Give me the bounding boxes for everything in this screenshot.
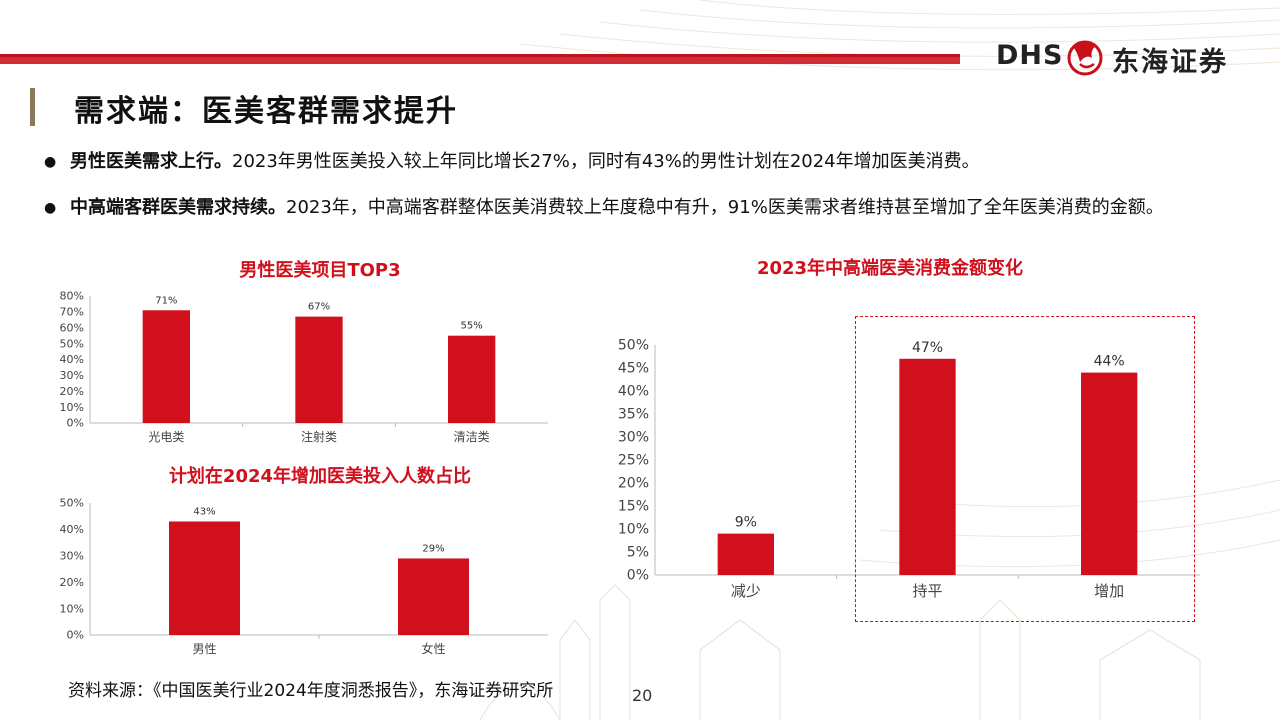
data-label: 55% [461,321,483,332]
chart-title-plan-2024: 计划在2024年增加医美投入人数占比 [168,466,472,487]
title-accent-bar [30,88,35,126]
bullet-text: 2023年男性医美投入较上年同比增长27%，同时有43%的男性计划在2024年增… [232,151,980,172]
bar [717,533,774,575]
category-label: 减少 [731,582,761,600]
y-tick-label: 50% [60,337,84,350]
y-tick-label: 10% [618,522,649,538]
chart-title-male-top3: 男性医美项目TOP3 [239,260,401,281]
category-label: 持平 [912,582,942,600]
highlight-dashed-box [855,316,1195,622]
bar [398,558,469,635]
data-label: 43% [193,506,215,517]
chart-plan-2024: 0% 10% 20% 30% 40% 50% 43% 男性 29% 女性 [60,497,548,656]
y-tick-label: 20% [60,576,84,589]
data-label: 71% [155,295,177,306]
y-tick-label: 60% [60,321,84,334]
bar [1081,372,1138,575]
category-label: 女性 [421,641,445,656]
y-tick-label: 30% [618,430,649,446]
y-tick-label: 0% [627,568,649,584]
page-title: 需求端：医美客群需求提升 [74,94,458,129]
bar [448,335,496,423]
bar [169,521,240,635]
y-tick-label: 0% [67,417,84,430]
logo-dragon-icon [1067,40,1103,76]
y-tick-label: 50% [60,497,84,510]
source-note: 资料来源：《中国医美行业2024年度洞悉报告》，东海证券研究所 [68,681,554,701]
y-tick-label: 10% [60,401,84,414]
y-tick-label: 45% [618,361,649,377]
bullet-dot-icon: ● [44,154,57,170]
logo-chinese: 东海证券 [1112,47,1228,78]
header-red-bar [0,54,960,64]
y-tick-label: 30% [60,369,84,382]
data-label: 67% [308,302,330,313]
category-label: 增加 [1094,582,1124,600]
y-tick-label: 40% [60,523,84,536]
category-label: 清洁类 [454,430,490,444]
y-tick-label: 15% [618,499,649,515]
data-label: 47% [912,340,943,356]
page-number: 20 [632,686,653,705]
y-tick-label: 20% [618,476,649,492]
data-label: 44% [1094,354,1125,370]
chart-consumption-change: 0% 5% 10% 15% 20% 25% 30% 35% 40% 45% 50% 9% 减少 47% 持平… [618,338,1200,600]
y-tick-label: 25% [618,453,649,469]
bullet-heading: 男性医美需求上行。 [70,151,232,172]
y-tick-label: 0% [67,629,84,642]
category-label: 注射类 [301,429,337,444]
bullet-heading: 中高端客群医美需求持续。 [70,197,286,218]
bar [295,316,343,423]
y-tick-label: 30% [60,549,84,562]
bullet-text: 2023年，中高端客群整体医美消费较上年度稳中有升，91%医美需求者维持甚至增加… [286,197,1164,218]
y-tick-label: 40% [60,353,84,366]
y-tick-label: 10% [60,602,84,615]
y-tick-label: 35% [618,407,649,423]
category-label: 光电类 [148,430,184,444]
y-tick-label: 20% [60,385,84,398]
bar [142,310,190,423]
logo-dhs: DHS [996,40,1064,71]
category-label: 男性 [192,642,216,656]
y-tick-label: 80% [60,290,84,303]
bullet-dot-icon: ● [44,200,57,216]
data-label: 29% [422,543,444,554]
y-tick-label: 70% [60,306,84,319]
y-tick-label: 50% [618,338,649,354]
y-tick-label: 40% [618,384,649,400]
chart-title-consumption-change: 2023年中高端医美消费金额变化 [756,258,1024,279]
bar [899,358,956,575]
y-tick-label: 5% [627,545,649,561]
data-label: 9% [735,515,757,531]
chart-male-top3: 0% 10% 20% 30% 40% 50% 60% 70% 80% 71% 光电类 67% 注射类 55… [60,290,548,444]
